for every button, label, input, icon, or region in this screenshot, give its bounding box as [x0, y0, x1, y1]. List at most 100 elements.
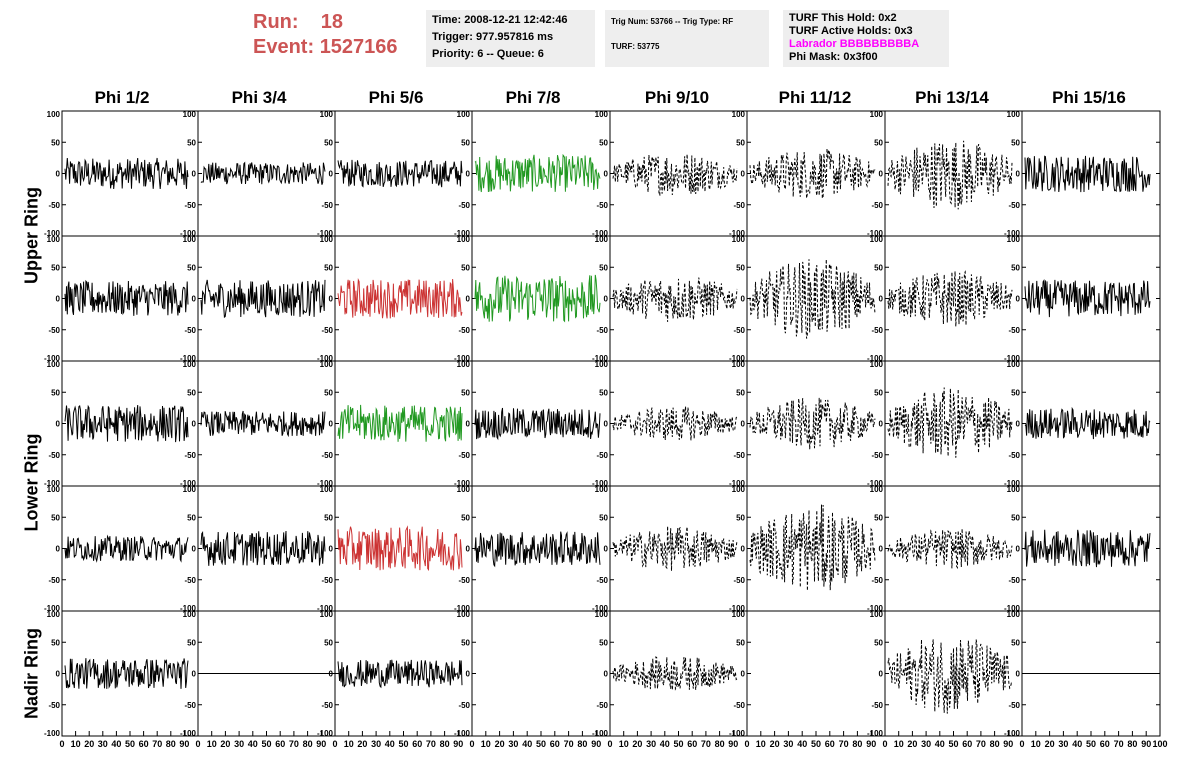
- y-tick-label: -100: [454, 729, 471, 738]
- x-tick-label: 90: [1141, 739, 1151, 749]
- time-text: Time: 2008-12-21 12:42:46: [432, 14, 568, 26]
- x-tick-label: 0: [195, 739, 200, 749]
- x-tick-label: 30: [234, 739, 244, 749]
- y-tick-label: -100: [729, 604, 746, 613]
- time-info-box: Time: 2008-12-21 12:42:46 Trigger: 977.9…: [426, 10, 595, 67]
- y-tick-label: -100: [592, 729, 609, 738]
- y-tick-label: 50: [187, 638, 196, 647]
- x-tick-label: 40: [111, 739, 121, 749]
- y-tick-label: -50: [48, 201, 60, 210]
- x-tick-label: 90: [728, 739, 738, 749]
- y-tick-label: -50: [596, 326, 608, 335]
- y-tick-label: 100: [183, 610, 197, 619]
- y-tick-label: 100: [595, 235, 609, 244]
- y-tick-label: 50: [51, 513, 60, 522]
- y-tick-label: 100: [320, 235, 334, 244]
- y-tick-label: 50: [461, 638, 470, 647]
- x-tick-label: 10: [207, 739, 217, 749]
- x-tick-label: 50: [398, 739, 408, 749]
- y-tick-label: -100: [44, 479, 61, 488]
- y-tick-label: -50: [458, 701, 470, 710]
- x-tick-label: 30: [371, 739, 381, 749]
- x-tick-label: 90: [453, 739, 463, 749]
- y-tick-label: 100: [1007, 235, 1021, 244]
- x-tick-label: 20: [632, 739, 642, 749]
- y-tick-label: 0: [192, 295, 197, 304]
- waveform-trace: [612, 277, 738, 322]
- y-tick-label: -50: [321, 451, 333, 460]
- x-tick-label: 20: [907, 739, 917, 749]
- x-tick-label: 50: [948, 739, 958, 749]
- x-tick-label: 60: [139, 739, 149, 749]
- y-tick-label: 50: [1011, 638, 1020, 647]
- x-tick-label: 70: [976, 739, 986, 749]
- trig-info-box: Trig Num: 53766 -- Trig Type: RF TURF: 5…: [605, 10, 769, 67]
- y-tick-label: 100: [732, 485, 746, 494]
- y-tick-label: 0: [329, 170, 334, 179]
- y-tick-label: 100: [595, 360, 609, 369]
- y-tick-label: 50: [324, 638, 333, 647]
- panel-frame: [609, 610, 748, 737]
- y-tick-label: -100: [454, 479, 471, 488]
- waveform-trace: [474, 153, 601, 193]
- y-tick-label: 0: [741, 170, 746, 179]
- waveform-trace: [64, 534, 189, 563]
- y-tick-label: -50: [458, 326, 470, 335]
- y-tick-label: -100: [592, 604, 609, 613]
- y-tick-label: 50: [461, 513, 470, 522]
- y-tick-label: 100: [595, 610, 609, 619]
- x-tick-label: 60: [1100, 739, 1110, 749]
- x-tick-label: 70: [564, 739, 574, 749]
- waveform-trace: [749, 259, 876, 339]
- y-tick-label: -100: [1004, 604, 1021, 613]
- x-tick-label: 100: [1152, 739, 1167, 749]
- y-tick-label: 0: [1016, 170, 1021, 179]
- panel-frame: [334, 485, 473, 612]
- column-header-phi-5-6: Phi 5/6: [368, 88, 424, 107]
- y-tick-label: 50: [324, 513, 333, 522]
- x-tick-label: 30: [1058, 739, 1068, 749]
- y-tick-label: 50: [51, 638, 60, 647]
- phi-mask-text: Phi Mask: 0x3f00: [789, 51, 878, 63]
- column-header-phi-13-14: Phi 13/14: [915, 88, 989, 107]
- y-tick-label: -50: [184, 326, 196, 335]
- x-tick-label: 0: [469, 739, 474, 749]
- waveform-trace: [887, 140, 1013, 210]
- y-tick-label: -100: [44, 729, 61, 738]
- y-tick-label: 100: [183, 485, 197, 494]
- x-tick-label: 10: [481, 739, 491, 749]
- x-tick-label: 50: [536, 739, 546, 749]
- waveform-trace: [64, 157, 189, 190]
- y-tick-label: 100: [183, 110, 197, 119]
- y-tick-label: -100: [180, 604, 197, 613]
- x-tick-label: 40: [797, 739, 807, 749]
- panel-frame: [609, 110, 748, 237]
- turf-hold-text: TURF This Hold: 0x2: [789, 12, 897, 24]
- y-tick-label: -50: [1008, 326, 1020, 335]
- x-tick-label: 70: [839, 739, 849, 749]
- y-tick-label: -50: [458, 451, 470, 460]
- y-tick-label: -100: [454, 604, 471, 613]
- panel-frame: [884, 610, 1023, 737]
- y-tick-label: -100: [592, 354, 609, 363]
- y-tick-label: -100: [44, 604, 61, 613]
- turf-info-box: TURF This Hold: 0x2 TURF Active Holds: 0…: [783, 10, 949, 67]
- run-label: Run:: [253, 11, 299, 33]
- x-tick-label: 90: [591, 739, 601, 749]
- y-tick-label: 50: [736, 513, 745, 522]
- y-tick-label: 50: [324, 388, 333, 397]
- column-header-phi-9-10: Phi 9/10: [644, 88, 710, 107]
- waveform-trace: [474, 531, 601, 568]
- y-tick-label: 0: [329, 420, 334, 429]
- y-tick-label: 50: [874, 263, 883, 272]
- y-tick-label: -50: [48, 701, 60, 710]
- y-tick-label: 50: [1011, 263, 1020, 272]
- run-event-label: Run: 18 Event: 1527166: [253, 10, 398, 60]
- x-tick-label: 50: [261, 739, 271, 749]
- y-tick-label: 0: [56, 670, 61, 679]
- x-tick-label: 10: [756, 739, 766, 749]
- waveform-trace: [200, 279, 326, 318]
- x-tick-label: 30: [921, 739, 931, 749]
- y-tick-label: 50: [599, 388, 608, 397]
- x-tick-label: 20: [357, 739, 367, 749]
